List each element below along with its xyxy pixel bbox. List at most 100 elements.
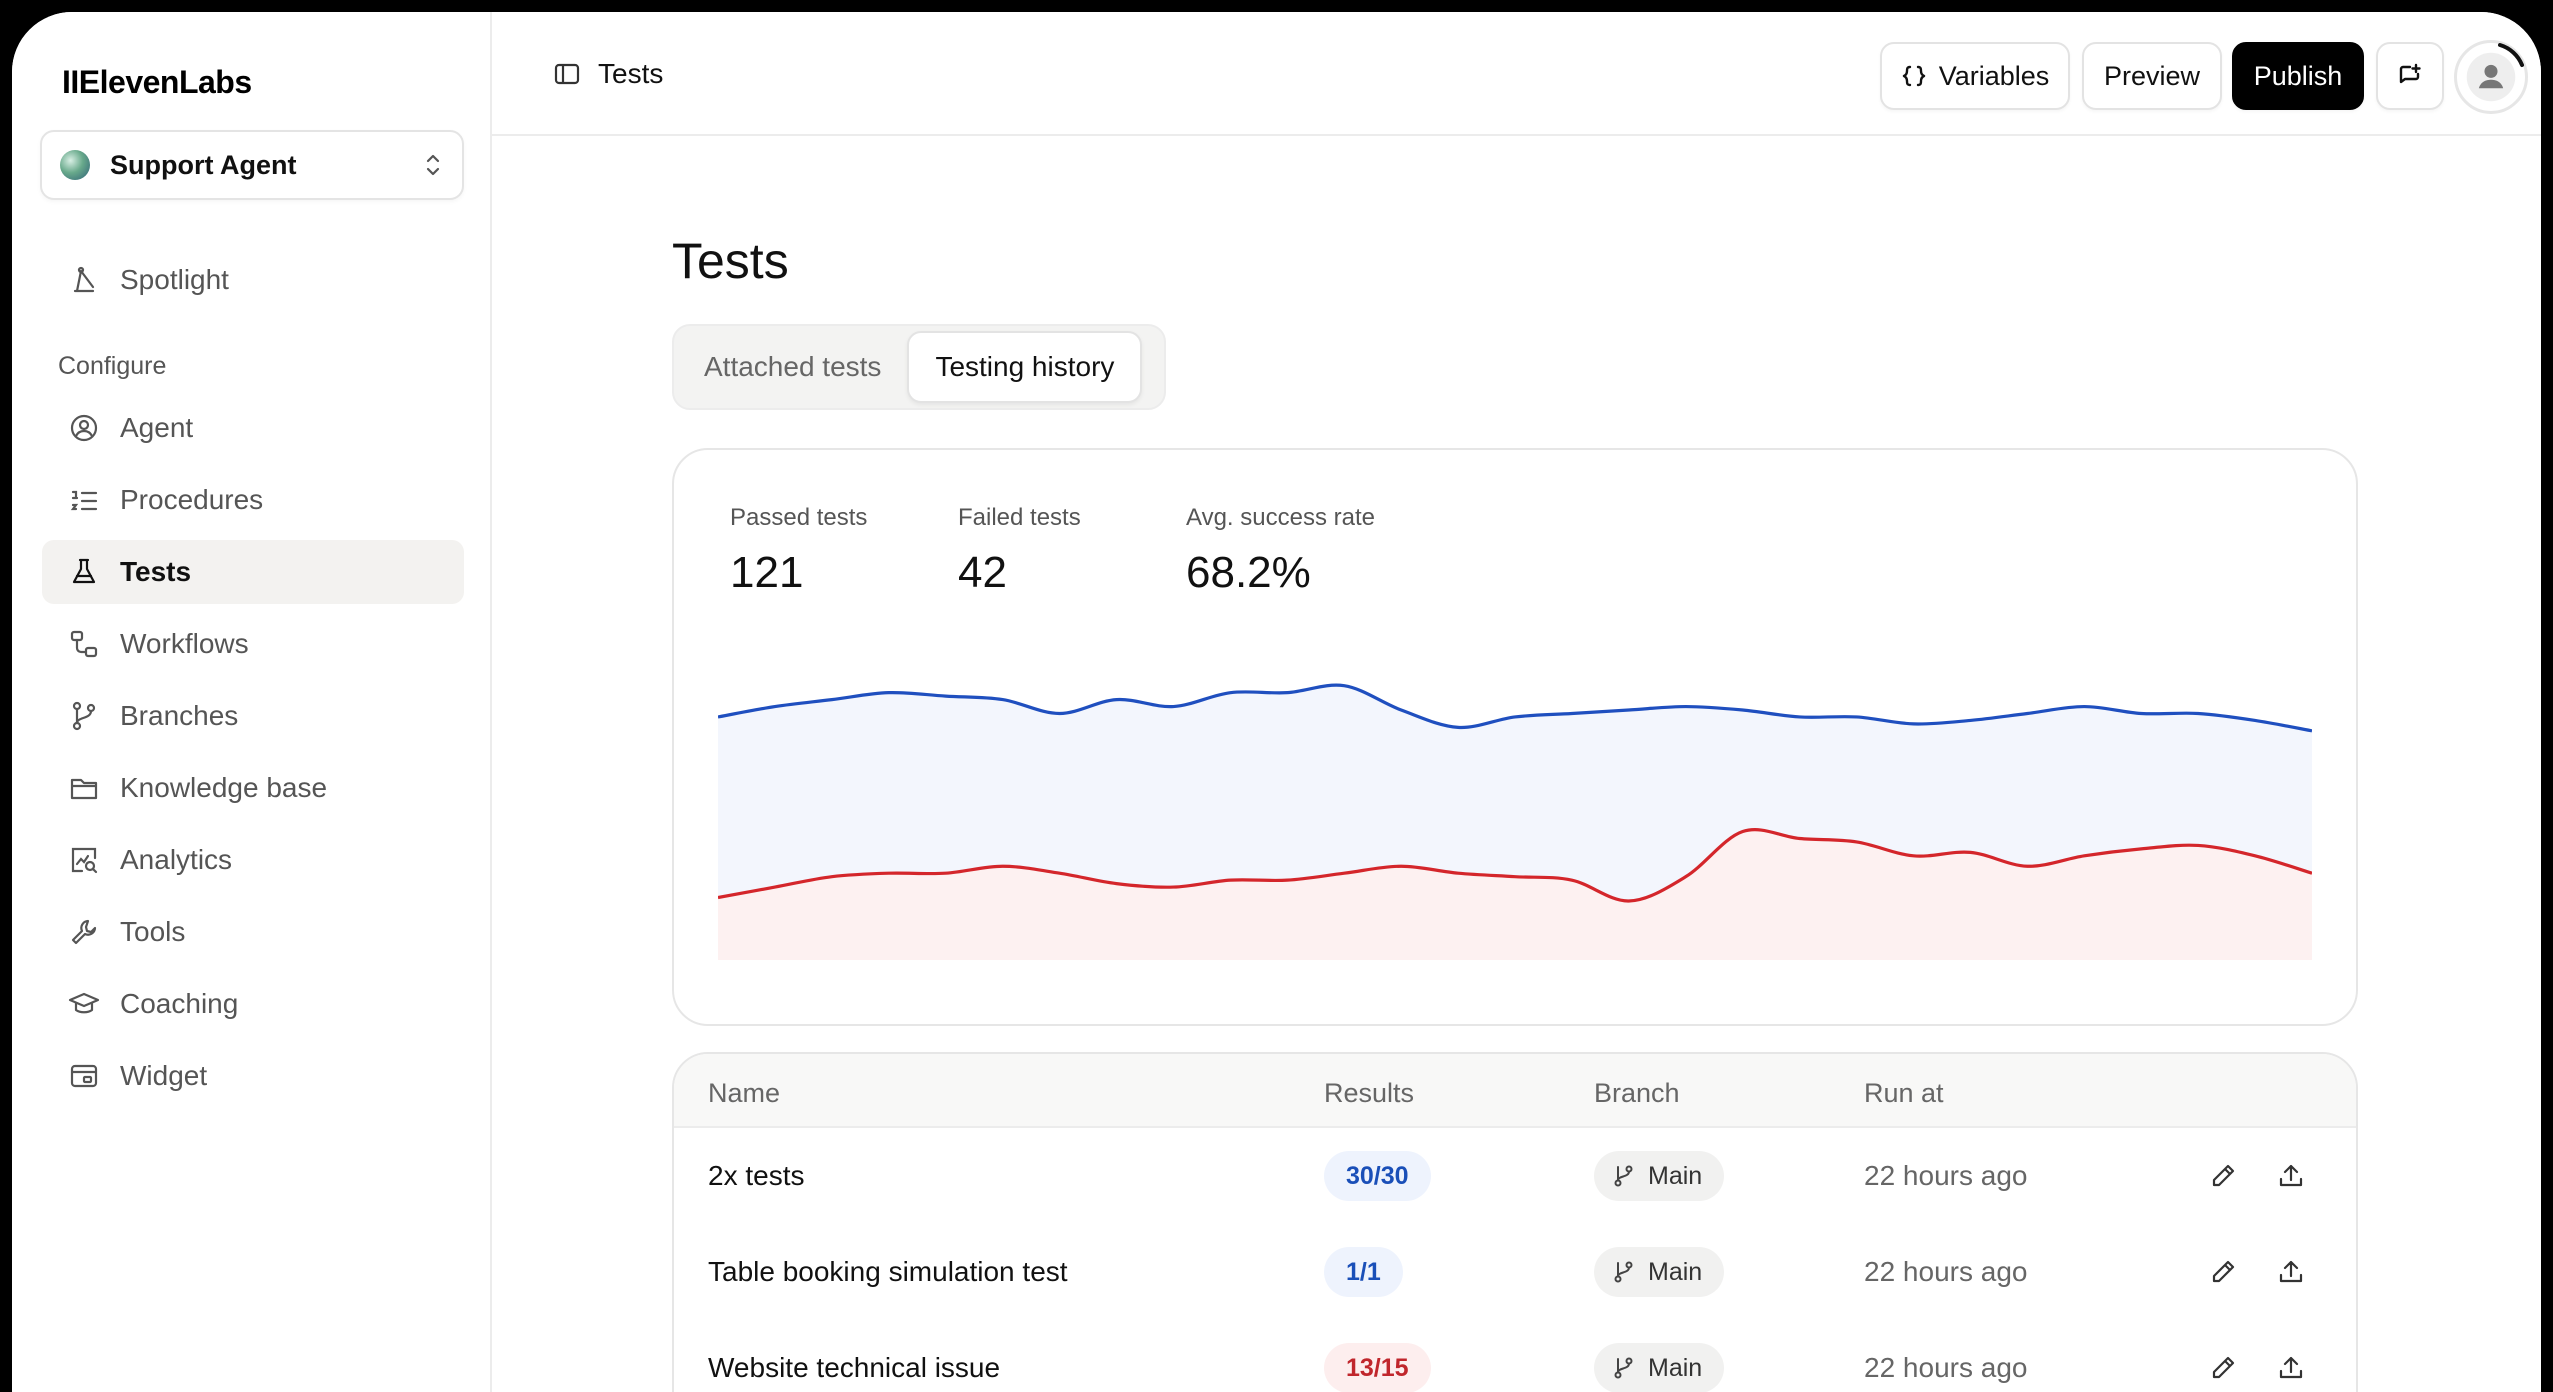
sidebar-item-analytics[interactable]: Analytics	[42, 828, 464, 892]
tab-testing-history[interactable]: Testing history	[907, 331, 1143, 403]
row-name: 2x tests	[708, 1160, 805, 1191]
feedback-button[interactable]	[2376, 42, 2444, 110]
stat-success-rate-value: 68.2%	[1186, 548, 1311, 597]
result-badge: 30/30	[1324, 1151, 1431, 1201]
column-header-results: Results	[1324, 1078, 1415, 1108]
preview-button[interactable]: Preview	[2082, 42, 2222, 110]
table-row[interactable]: Website technical issue 13/15 Main 22 ho…	[674, 1320, 2356, 1392]
sidebar-item-label: Knowledge base	[120, 772, 328, 803]
branch-badge: Main	[1594, 1343, 1725, 1392]
export-button[interactable]	[2276, 1224, 2306, 1320]
user-avatar[interactable]	[2454, 40, 2528, 114]
sidebar-item-widget[interactable]: Widget	[42, 1044, 464, 1108]
sidebar-item-procedures[interactable]: Procedures	[42, 468, 464, 532]
column-header-name: Name	[708, 1078, 781, 1108]
upload-icon	[2279, 1164, 2303, 1187]
row-name: Table booking simulation test	[708, 1256, 1068, 1287]
sidebar-item-coaching[interactable]: Coaching	[42, 972, 464, 1036]
column-header-run-at: Run at	[1864, 1078, 1944, 1108]
sidebar-item-agent[interactable]: Agent	[42, 396, 464, 460]
stat-success-rate: Avg. success rate 68.2%	[1186, 504, 1375, 598]
edit-button[interactable]	[2208, 1224, 2238, 1320]
upload-icon	[2279, 1260, 2303, 1283]
edit-button[interactable]	[2208, 1128, 2238, 1224]
sidebar-item-knowledge-base[interactable]: Knowledge base	[42, 756, 464, 820]
branch-icon	[1614, 1261, 1633, 1283]
table-row[interactable]: 2x tests 30/30 Main 22 hours ago	[674, 1128, 2356, 1224]
sidebar-item-label: Tests	[120, 556, 192, 587]
table-header: Name Results Branch Run at	[674, 1054, 2356, 1128]
loading-spinner-icon	[2498, 43, 2524, 67]
table-row[interactable]: Table booking simulation test 1/1 Main 2…	[674, 1224, 2356, 1320]
widget-icon	[70, 1064, 98, 1088]
sidebar-item-tools[interactable]: Tools	[42, 900, 464, 964]
sidebar-item-label: Branches	[120, 700, 239, 731]
pencil-icon	[2212, 1260, 2235, 1283]
branch-icon	[1614, 1357, 1633, 1379]
variables-button[interactable]: Variables	[1880, 42, 2070, 110]
branch-badge: Main	[1594, 1247, 1725, 1297]
result-badge: 1/1	[1324, 1247, 1403, 1297]
sidebar-item-label: Coaching	[120, 988, 239, 1019]
test-runs-table: Name Results Branch Run at 2x tests 30/3…	[672, 1052, 2358, 1392]
tab-attached-tests[interactable]: Attached tests	[704, 351, 882, 382]
sidebar: IIElevenLabs Support Agent Spotlight Con…	[12, 12, 492, 1392]
sidebar-item-tests[interactable]: Tests	[42, 540, 464, 604]
spotlight-icon	[73, 266, 95, 293]
agent-avatar-icon	[60, 150, 90, 180]
chevron-up-down-icon	[426, 154, 440, 176]
sidebar-item-label: Tools	[120, 916, 186, 947]
flask-icon	[72, 558, 96, 584]
agent-selector[interactable]: Support Agent	[40, 130, 464, 200]
stat-success-rate-label: Avg. success rate	[1186, 504, 1375, 531]
analytics-icon	[71, 847, 98, 874]
logo: IIElevenLabs	[62, 64, 252, 100]
section-label-configure: Configure	[58, 352, 167, 380]
branch-name: Main	[1648, 1353, 1703, 1382]
sidebar-item-label: Widget	[120, 1060, 208, 1091]
export-button[interactable]	[2276, 1320, 2306, 1392]
result-badge: 13/15	[1324, 1343, 1431, 1392]
publish-label: Publish	[2253, 60, 2343, 91]
row-run-at: 22 hours ago	[1864, 1256, 2028, 1287]
stat-failed-value: 42	[958, 548, 1007, 597]
tab-bar: Attached tests Testing history	[672, 324, 1166, 410]
test-history-chart	[718, 683, 2312, 960]
branch-badge: Main	[1594, 1151, 1725, 1201]
top-bar: Tests Variables Preview Publish	[492, 12, 2541, 136]
sidebar-item-workflows[interactable]: Workflows	[42, 612, 464, 676]
sidebar-item-label: Analytics	[120, 844, 233, 875]
branch-icon	[72, 701, 96, 731]
breadcrumb: Tests	[552, 58, 663, 90]
page-title: Tests	[672, 233, 789, 289]
chart-card: Passed tests 121 Failed tests 42 Avg. su…	[672, 448, 2358, 1026]
publish-button[interactable]: Publish	[2232, 42, 2364, 110]
row-run-at: 22 hours ago	[1864, 1352, 2028, 1383]
agent-icon	[70, 414, 98, 442]
row-name: Website technical issue	[708, 1352, 1001, 1383]
variables-label: Variables	[1938, 60, 2050, 91]
stat-failed: Failed tests 42	[958, 504, 1081, 598]
sidebar-item-branches[interactable]: Branches	[42, 684, 464, 748]
wrench-icon	[71, 919, 97, 945]
sidebar-item-spotlight[interactable]: Spotlight	[42, 248, 464, 312]
workflows-icon	[70, 630, 98, 658]
edit-button[interactable]	[2208, 1320, 2238, 1392]
upload-icon	[2279, 1356, 2303, 1379]
sidebar-item-label: Spotlight	[120, 264, 229, 295]
stat-passed-value: 121	[730, 548, 804, 597]
app-window: IIElevenLabs Support Agent Spotlight Con…	[12, 12, 2541, 1392]
preview-label: Preview	[2103, 60, 2201, 91]
export-button[interactable]	[2276, 1128, 2306, 1224]
procedures-icon	[70, 490, 98, 511]
pencil-icon	[2212, 1164, 2235, 1187]
user-icon	[2466, 52, 2516, 102]
sidebar-item-label: Agent	[120, 412, 194, 443]
series-1-line	[718, 828, 2312, 903]
series-1-area	[718, 829, 2312, 960]
branch-name: Main	[1648, 1161, 1703, 1190]
stat-failed-label: Failed tests	[958, 504, 1081, 531]
sidebar-toggle-icon[interactable]	[552, 59, 582, 89]
pencil-icon	[2212, 1356, 2235, 1379]
series-0-line	[718, 683, 2312, 733]
